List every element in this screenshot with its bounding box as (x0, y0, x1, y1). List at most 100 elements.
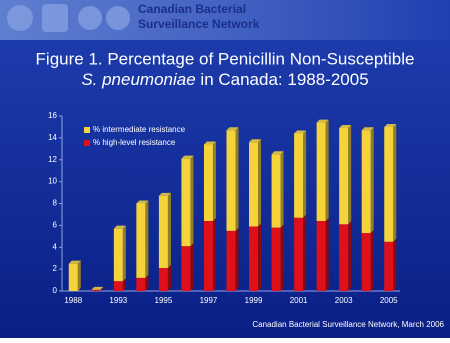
bar-top (68, 260, 81, 264)
x-tick-label: 2005 (380, 296, 398, 305)
bar-segment (249, 226, 259, 291)
bar-side (167, 265, 171, 291)
bar-top (226, 127, 239, 131)
bar-side (280, 151, 284, 228)
bar-side (212, 218, 216, 291)
bar-side (303, 130, 307, 218)
bar-segment (361, 233, 371, 291)
bar-segment (384, 241, 394, 291)
bar-segment (316, 221, 326, 291)
y-tick-label: 4 (53, 242, 58, 251)
bar-segment (249, 142, 259, 227)
bar-top (316, 119, 329, 123)
bar-side (258, 223, 262, 291)
bar-segment (158, 268, 168, 291)
chart-title: S. pneumoniae in Canada: 1988-2005 (81, 70, 368, 89)
bar-top (181, 155, 194, 159)
bar-segment (113, 281, 123, 291)
bar-segment (136, 203, 146, 278)
bar-top (271, 151, 284, 155)
bar-side (393, 238, 397, 291)
bar-side (122, 278, 126, 291)
bar-top (249, 139, 262, 143)
bar-segment (271, 154, 281, 228)
bar-top (361, 127, 374, 131)
legend-label: % intermediate resistance (93, 125, 186, 134)
bar-segment (181, 158, 191, 247)
bar-top (113, 225, 126, 229)
org-name: Canadian Bacterial (138, 2, 246, 16)
x-tick-label: 1993 (109, 296, 127, 305)
bar-side (370, 230, 374, 291)
bar-side (280, 224, 284, 291)
bar-top (91, 286, 104, 290)
chart-title: Figure 1. Percentage of Penicillin Non-S… (36, 49, 415, 68)
bar-side (370, 127, 374, 234)
bar-side (145, 200, 149, 278)
header-band (0, 0, 450, 40)
bar-side (145, 274, 149, 291)
bar-top (294, 130, 307, 134)
bar-segment (339, 128, 349, 225)
bar-side (258, 139, 262, 227)
bar-segment (226, 130, 236, 231)
bar-side (212, 141, 216, 221)
org-name: Surveillance Network (138, 17, 260, 31)
y-tick-label: 12 (48, 155, 57, 164)
bar-top (384, 123, 397, 127)
bar-segment (203, 221, 213, 291)
bar-side (348, 221, 352, 291)
bar-top (136, 200, 149, 204)
bar-top (158, 192, 171, 196)
y-tick-label: 14 (48, 133, 57, 142)
bar-side (167, 192, 171, 269)
bar-segment (271, 227, 281, 291)
y-tick-label: 6 (53, 220, 58, 229)
legend-label: % high-level resistance (93, 138, 176, 147)
x-tick-label: 1988 (64, 296, 82, 305)
bar-side (303, 214, 307, 291)
bar-segment (136, 277, 146, 291)
bar-side (325, 119, 329, 221)
bar-side (393, 123, 397, 242)
bar-segment (294, 217, 304, 291)
title-rest: in Canada: 1988-2005 (196, 70, 369, 89)
bar-side (325, 218, 329, 291)
bar-segment (181, 246, 191, 291)
y-tick-label: 0 (53, 286, 58, 295)
legend-swatch (84, 127, 90, 133)
bar-side (348, 125, 352, 225)
bar-segment (339, 224, 349, 291)
bar-segment (113, 228, 123, 282)
bar-side (190, 155, 194, 247)
x-tick-label: 1997 (200, 296, 218, 305)
y-tick-label: 8 (53, 199, 58, 208)
bar-segment (91, 289, 101, 291)
header-icons (7, 4, 130, 32)
bar-side (100, 286, 104, 291)
x-tick-label: 1995 (155, 296, 173, 305)
x-tick-label: 2003 (335, 296, 353, 305)
bar-top (339, 125, 352, 129)
bar-segment (316, 122, 326, 221)
bar-side (77, 260, 81, 291)
source-note: Canadian Bacterial Surveillance Network,… (252, 320, 444, 329)
bar-side (235, 227, 239, 291)
x-tick-label: 1999 (245, 296, 263, 305)
bar-segment (294, 133, 304, 218)
bar-segment (203, 144, 213, 221)
bar-side (235, 127, 239, 231)
y-tick-label: 2 (53, 264, 58, 273)
bar-segment (361, 130, 371, 234)
bar-side (122, 225, 126, 282)
bar-segment (68, 263, 78, 291)
bar-top (203, 141, 216, 145)
bar-segment (384, 126, 394, 242)
bar-side (190, 243, 194, 291)
x-tick-label: 2001 (290, 296, 308, 305)
legend-swatch (84, 140, 90, 146)
title-italic: S. pneumoniae (81, 70, 195, 89)
bar-segment (158, 195, 168, 269)
y-tick-label: 10 (48, 177, 57, 186)
